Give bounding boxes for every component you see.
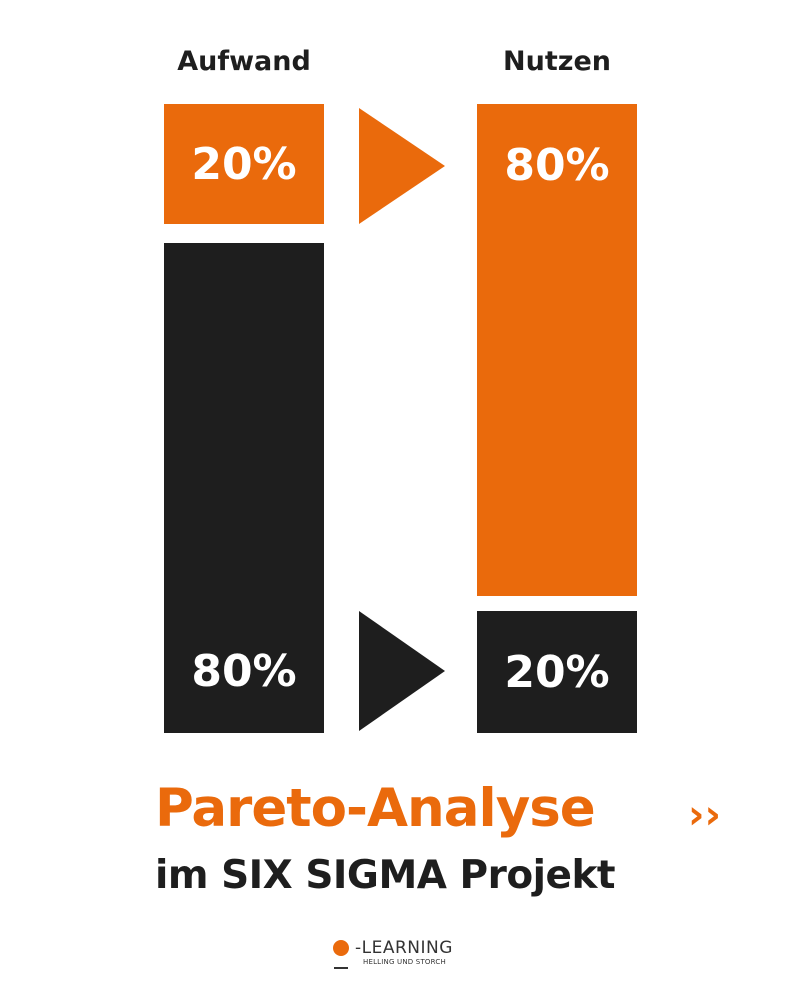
aufwand-bottom-value: 80% bbox=[191, 646, 297, 697]
logo-tagline: HELLING UND STORCH bbox=[363, 958, 446, 966]
column-header-aufwand: Aufwand bbox=[177, 46, 311, 77]
double-chevron-right-icon[interactable]: ›› bbox=[688, 792, 721, 838]
triangle-right-black-icon bbox=[359, 611, 445, 731]
logo: -LEARNING HELLING UND STORCH bbox=[333, 938, 453, 969]
logo-name: -LEARNING bbox=[355, 938, 453, 958]
aufwand-top-segment: 20% bbox=[164, 104, 324, 224]
nutzen-top-value: 80% bbox=[504, 140, 610, 191]
column-header-nutzen: Nutzen bbox=[503, 46, 611, 77]
title: Pareto-Analyse bbox=[155, 778, 596, 839]
subtitle: im SIX SIGMA Projekt bbox=[155, 853, 616, 898]
nutzen-bottom-value: 20% bbox=[504, 646, 610, 698]
nutzen-top-segment: 80% bbox=[477, 104, 637, 596]
aufwand-top-value: 20% bbox=[191, 138, 297, 190]
logo-q-icon bbox=[333, 940, 349, 969]
aufwand-bottom-segment: 80% bbox=[164, 243, 324, 733]
triangle-right-orange-icon bbox=[359, 108, 445, 224]
nutzen-bottom-segment: 20% bbox=[477, 611, 637, 733]
